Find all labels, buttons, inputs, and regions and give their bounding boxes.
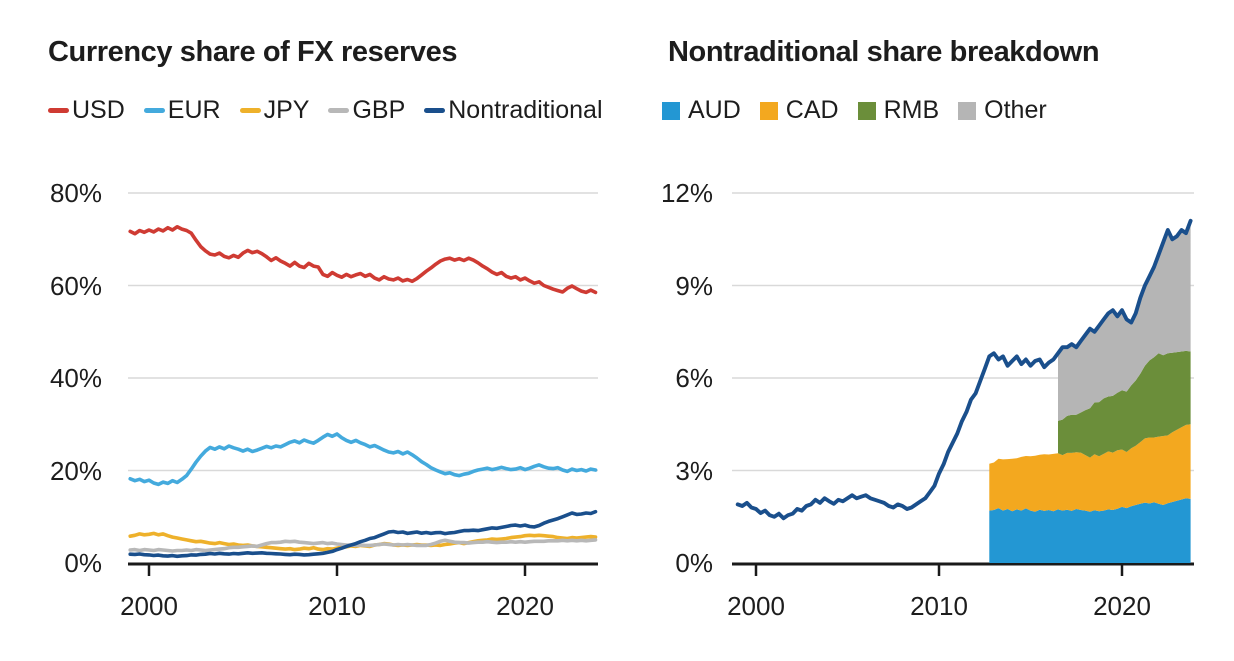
x-axis-tick-label: 2010 [910, 591, 968, 621]
right-chart-title: Nontraditional share breakdown [668, 36, 1100, 68]
cad-swatch-icon [759, 101, 778, 120]
x-axis-tick-label: 2000 [727, 591, 785, 621]
y-axis-tick-label: 9% [675, 270, 713, 301]
other-area [1058, 220, 1191, 421]
left-chart-legend: USD EUR JPY GBP Nontraditional [48, 96, 622, 125]
rmb-swatch-icon [857, 101, 876, 120]
other-swatch-icon [958, 101, 977, 120]
usd-line [128, 225, 598, 295]
legend-label: Other [984, 96, 1047, 124]
legend-item-eur: EUR [143, 96, 221, 125]
jpy-swatch-icon [239, 108, 261, 113]
x-axis-tick-label: 2020 [496, 591, 554, 621]
legend-label: EUR [167, 96, 221, 124]
legend-item-gbp: GBP [328, 96, 405, 125]
y-axis-tick-label: 40% [49, 363, 102, 393]
y-axis-tick-label: 20% [49, 455, 102, 486]
legend-item-rmb: RMB [857, 96, 940, 125]
nontraditional-total-line [735, 218, 1193, 521]
y-axis-tick-label: 6% [675, 363, 713, 393]
gbp-line [128, 538, 598, 553]
x-axis-tick-label: 2020 [1093, 591, 1151, 621]
usd-swatch-icon [48, 108, 69, 113]
left-chart-title: Currency share of FX reserves [48, 36, 458, 68]
legend-label: GBP [352, 96, 406, 124]
legend-item-jpy: JPY [239, 96, 310, 125]
aud-swatch-icon [662, 101, 680, 120]
y-axis-tick-label: 12% [660, 178, 713, 208]
cad-area [989, 424, 1191, 512]
y-axis-tick-label: 0% [675, 548, 713, 578]
rmb-area [1058, 350, 1191, 458]
legend-label: JPY [263, 96, 310, 124]
right-chart-legend: AUD CAD RMB Other [662, 96, 1066, 125]
nontraditional-line [128, 509, 598, 559]
legend-label: AUD [688, 96, 741, 124]
x-axis-tick-label: 2000 [120, 591, 178, 621]
legend-item-nontraditional: Nontraditional [424, 96, 603, 125]
x-axis-tick-label: 2010 [308, 591, 366, 621]
legend-item-aud: AUD [662, 96, 741, 125]
legend-item-other: Other [958, 96, 1047, 125]
eur-line [128, 432, 598, 487]
nontraditional-swatch-icon [424, 108, 446, 113]
eur-swatch-icon [143, 108, 165, 113]
legend-item-usd: USD [48, 96, 125, 125]
y-axis-tick-label: 60% [49, 270, 102, 301]
legend-label: USD [72, 96, 125, 124]
y-axis-tick-label: 80% [49, 178, 102, 208]
gbp-swatch-icon [328, 108, 350, 113]
legend-label: RMB [883, 96, 940, 124]
legend-label: CAD [785, 96, 839, 124]
aud-area [989, 498, 1191, 563]
y-axis-tick-label: 3% [675, 455, 713, 486]
legend-label: Nontraditional [448, 96, 603, 124]
legend-item-cad: CAD [759, 96, 839, 125]
y-axis-tick-label: 0% [64, 548, 102, 578]
